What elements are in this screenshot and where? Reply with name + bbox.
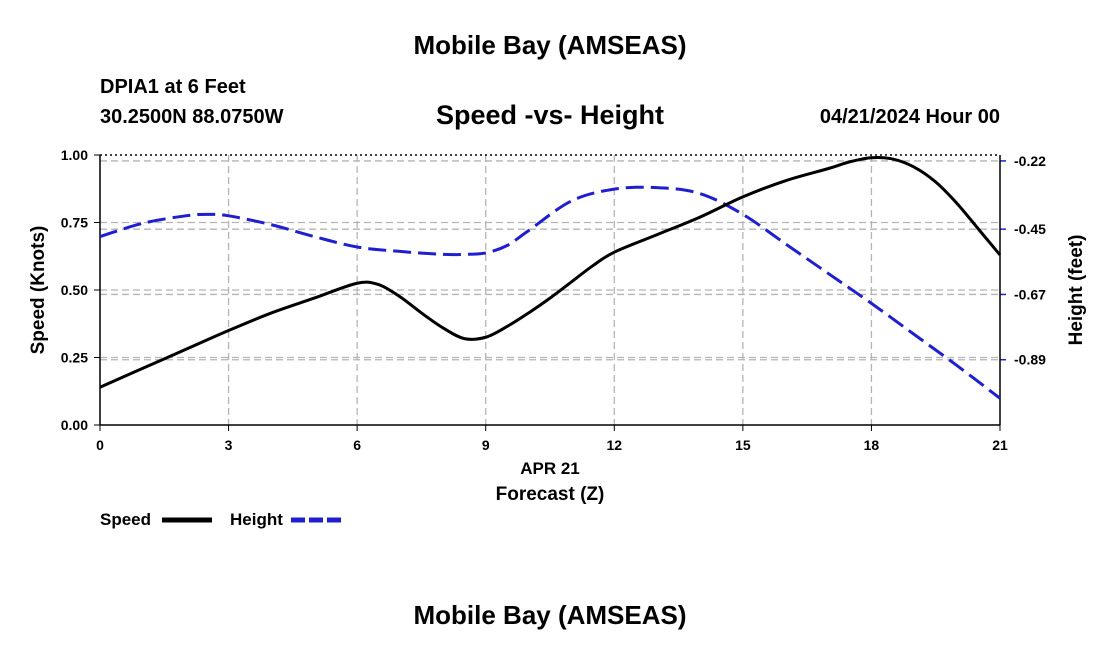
x-tick-label: 12 [606, 437, 622, 453]
x-tick-label: 18 [864, 437, 880, 453]
legend-speed-label: Speed [100, 510, 152, 529]
x-tick-label: 0 [96, 437, 104, 453]
chart-title: Speed -vs- Height [435, 100, 665, 130]
y-left-tick-label: 1.00 [61, 147, 88, 163]
x-axis-label: Forecast (Z) [496, 484, 605, 505]
forecast-date: 04/21/2024 Hour 00 [819, 106, 1000, 128]
axes: 0 3 6 9 12 15 18 21 0.00 0.25 0.50 0.75 1.00 -0.22 -0.… [61, 147, 1046, 453]
x-tick-label: 9 [482, 437, 490, 453]
series-layer [99, 155, 1002, 400]
x-tick-label: 21 [992, 437, 1008, 453]
y-right-tick-label: -0.22 [1014, 153, 1046, 169]
x-tick-label: 6 [353, 437, 361, 453]
main-title: Mobile Bay (AMSEAS) [413, 30, 687, 60]
footer-title: Mobile Bay (AMSEAS) [413, 600, 687, 630]
y-right-tick-label: -0.89 [1014, 352, 1046, 368]
axis-labels: APR 21 Forecast (Z) Speed (Knots) Height… [28, 226, 1087, 505]
legend-height-label: Height [230, 510, 283, 529]
y-left-tick-label: 0.75 [61, 215, 88, 231]
y-axis-right-label: Height (feet) [1066, 235, 1087, 346]
y-right-tick-label: -0.45 [1014, 221, 1046, 237]
x-tick-label: 15 [735, 437, 751, 453]
station-coordinates: 30.2500N 88.0750W [100, 106, 284, 128]
y-left-tick-label: 0.00 [61, 417, 88, 433]
x-axis-date-label: APR 21 [520, 459, 580, 478]
y-right-tick-label: -0.67 [1014, 286, 1046, 302]
grid [100, 155, 1000, 425]
y-left-tick-label: 0.50 [61, 282, 88, 298]
speed-series-line [99, 155, 1002, 389]
y-left-tick-label: 0.25 [61, 350, 88, 366]
station-label: DPIA1 at 6 Feet [100, 76, 246, 98]
y-axis-left-label: Speed (Knots) [28, 226, 49, 355]
height-series-line [99, 185, 1001, 400]
x-tick-label: 3 [225, 437, 233, 453]
